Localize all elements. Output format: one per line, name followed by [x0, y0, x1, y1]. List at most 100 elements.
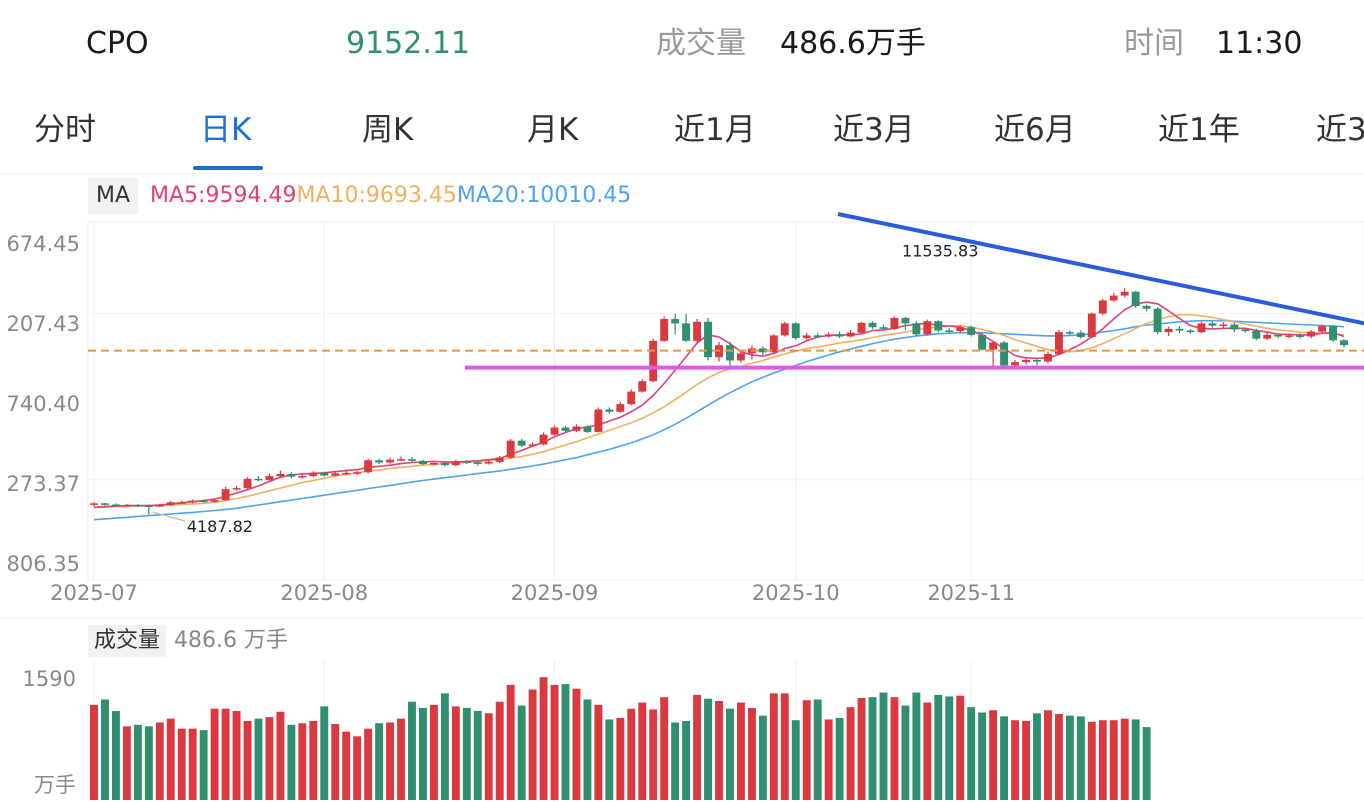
- date-tick-label: 2025-11: [927, 581, 1015, 605]
- volume-bar: [1033, 713, 1041, 800]
- candle-body: [331, 473, 340, 476]
- candle-body: [1230, 324, 1239, 330]
- volume-bar: [331, 724, 340, 800]
- volume-label: 成交量: [656, 26, 746, 61]
- candle-body: [835, 334, 844, 337]
- date-tick-label: 2025-10: [752, 581, 840, 605]
- candle-body: [824, 334, 833, 337]
- tab-timeshare[interactable]: 分时: [34, 112, 96, 148]
- candle-body: [539, 434, 548, 445]
- volume-bar: [90, 704, 98, 800]
- index-price: 9152.11: [346, 26, 471, 61]
- candle-body: [276, 473, 285, 477]
- candle-body: [1054, 332, 1063, 354]
- volume-bar: [802, 700, 811, 800]
- ma-tag[interactable]: MA: [88, 178, 139, 214]
- price-tick-label: 207.43: [7, 312, 80, 336]
- volume-bar: [572, 688, 581, 800]
- volume-bar: [419, 707, 427, 800]
- tab-3-months[interactable]: 近3月: [833, 112, 915, 148]
- candle-body: [1296, 335, 1305, 337]
- tab-6-months[interactable]: 近6月: [994, 112, 1076, 148]
- candle-body: [166, 502, 175, 505]
- volume-bar: [693, 694, 702, 800]
- tabs-divider: [0, 173, 1364, 174]
- volume-bar: [484, 713, 493, 800]
- volume-panel-title: 成交量 486.6 万手: [88, 625, 288, 657]
- volume-bar: [495, 701, 504, 800]
- candle-body: [342, 472, 351, 475]
- ma5-line: [93, 301, 1345, 508]
- candle-body: [1340, 340, 1348, 346]
- candle-body: [1022, 359, 1030, 363]
- date-tick-label: 2025-09: [511, 581, 599, 605]
- volume-bar: [901, 705, 910, 800]
- volume-bar: [747, 707, 756, 800]
- candle-body: [890, 317, 899, 329]
- candle-body: [1274, 334, 1283, 337]
- tab-monthly-k[interactable]: 月K: [527, 112, 579, 148]
- volume-bar: [243, 720, 252, 800]
- volume-bar: [1000, 716, 1009, 800]
- volume-bars: [90, 677, 1151, 800]
- volume-bar: [758, 715, 767, 800]
- candle-body: [1197, 323, 1206, 333]
- quote-header: CPO 9152.11 成交量 486.6万手 时间 11:30: [0, 0, 1364, 88]
- candle-body: [550, 427, 559, 435]
- tab-weekly-k[interactable]: 周K: [362, 112, 414, 148]
- volume-bar: [408, 701, 416, 800]
- volume-bar: [638, 702, 647, 800]
- volume-bar: [726, 708, 734, 800]
- volume-bar: [868, 697, 877, 800]
- candle-body: [627, 391, 636, 405]
- volume-bar: [101, 699, 109, 800]
- volume-bar: [791, 720, 800, 800]
- volume-bar: [704, 698, 712, 800]
- candle-body: [188, 500, 197, 503]
- candle-body: [287, 473, 296, 477]
- candle-body: [879, 327, 888, 329]
- candle-body: [726, 345, 734, 361]
- tab-3-years[interactable]: 近3: [1316, 112, 1364, 148]
- candle-body: [298, 476, 307, 478]
- candle-body: [1065, 332, 1074, 334]
- volume-bar: [517, 705, 526, 800]
- candle-body: [682, 323, 691, 341]
- volume-bar: [605, 719, 614, 800]
- volume-bar: [846, 707, 855, 800]
- volume-bar: [1011, 720, 1019, 800]
- tab-1-year[interactable]: 近1年: [1158, 112, 1240, 148]
- volume-bar: [1022, 720, 1030, 800]
- index-name: CPO: [86, 26, 149, 61]
- candle-body: [397, 459, 405, 461]
- candle-body: [934, 321, 943, 331]
- volume-bar: [276, 711, 285, 800]
- resistance-trendline: [837, 212, 1364, 326]
- volume-bar: [1142, 727, 1151, 800]
- candle-body: [1000, 342, 1009, 366]
- candlesticks: [90, 287, 1348, 515]
- tab-1-month[interactable]: 近1月: [674, 112, 756, 148]
- candle-body: [111, 504, 120, 506]
- candle-body: [199, 500, 208, 503]
- volume-bar: [857, 697, 866, 800]
- volume-tag[interactable]: 成交量: [88, 625, 167, 657]
- volume-bar: [813, 699, 822, 800]
- candle-body: [517, 440, 526, 446]
- volume-bar: [1065, 715, 1074, 800]
- volume-bar: [890, 697, 899, 800]
- volume-bar: [298, 723, 307, 800]
- candle-body: [616, 404, 625, 412]
- volume-bar: [397, 718, 405, 800]
- candle-body: [90, 503, 98, 505]
- volume-bar: [473, 710, 482, 800]
- tab-daily-k[interactable]: 日K: [200, 112, 252, 148]
- volume-bar: [671, 722, 680, 800]
- volume-bar: [923, 702, 932, 800]
- volume-bar: [660, 697, 669, 800]
- volume-bar: [715, 701, 723, 800]
- volume-bar: [550, 684, 559, 800]
- candle-body: [210, 500, 219, 502]
- volume-value: 486.6万手: [780, 26, 926, 61]
